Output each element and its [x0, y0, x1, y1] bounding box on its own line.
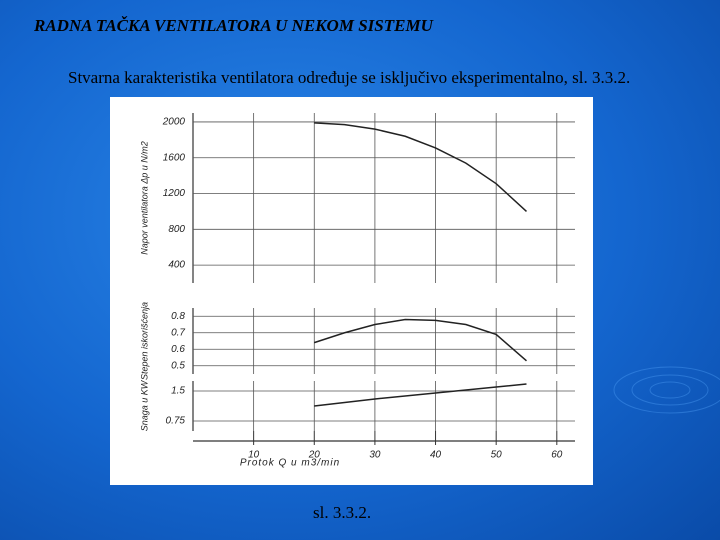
- y-tick-label: 800: [168, 224, 185, 235]
- y-axis-label: Stepen iskorišćenja: [139, 302, 149, 380]
- y-tick-label: 1600: [163, 152, 186, 163]
- y-axis-label: Snaga u KW: [139, 379, 149, 431]
- x-tick-label: 60: [551, 450, 563, 461]
- ripples: [613, 366, 720, 414]
- curve: [314, 318, 527, 362]
- curve: [314, 122, 527, 212]
- y-tick-label: 0.6: [171, 344, 185, 355]
- chart-image: [110, 97, 593, 485]
- x-tick-label: 30: [369, 450, 381, 461]
- y-tick-label: 1.5: [171, 386, 185, 397]
- x-tick-label: 20: [308, 450, 321, 461]
- paragraph: Stvarna karakteristika ventilatora određ…: [68, 68, 631, 87]
- x-axis-label: Protok Q u m3/min: [240, 458, 340, 469]
- caption: sl. 3.3.2.: [313, 503, 372, 522]
- y-axis-label: Napor ventilatora Δp u N/m2: [139, 141, 149, 255]
- y-tick-label: 400: [168, 260, 185, 271]
- y-tick-label: 1200: [163, 188, 186, 199]
- x-tick-label: 40: [430, 450, 442, 461]
- slide-title: RADNA TAČKA VENTILATORA U NEKOM SISTEMU: [34, 16, 433, 35]
- x-tick-label: 10: [248, 450, 260, 461]
- y-tick-label: 0.5: [171, 360, 185, 371]
- curve: [314, 383, 527, 407]
- x-tick-label: 50: [491, 450, 503, 461]
- y-tick-label: 0.8: [171, 311, 185, 322]
- y-tick-label: 0.75: [166, 416, 186, 427]
- y-tick-label: 2000: [162, 117, 186, 128]
- y-tick-label: 0.7: [171, 327, 185, 338]
